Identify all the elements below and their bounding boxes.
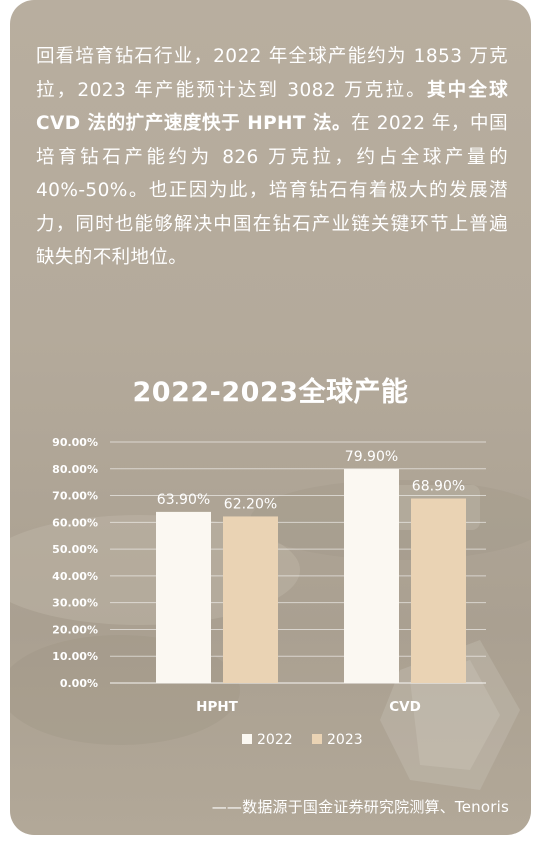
intro-text-2: 在 2022 年，中国培育钻石产能约为 826 万克拉，约占全球产量的 40%-… — [36, 113, 508, 268]
bar-chart: 0.00% 10.00% 20.00% 30.00% 40.00% 50.00% 60.00… — [52, 436, 486, 748]
y-tick-label: 30.00% — [52, 597, 98, 610]
bar-cvd-2023 — [411, 498, 466, 683]
legend-swatch-2023 — [312, 734, 322, 744]
intro-text-1: 回看培育钻石行业，2022 年全球产能约为 1853 万克拉，2023 年产能预… — [36, 46, 508, 101]
content-card: 回看培育钻石行业，2022 年全球产能约为 1853 万克拉，2023 年产能预… — [10, 0, 531, 835]
data-label: 62.20% — [224, 496, 277, 512]
legend-label: 2022 — [257, 732, 293, 748]
legend-swatch-2022 — [242, 734, 252, 744]
data-label: 79.90% — [345, 449, 398, 465]
y-tick-label: 40.00% — [52, 570, 98, 583]
y-tick-label: 20.00% — [52, 623, 98, 636]
y-tick-label: 60.00% — [52, 516, 98, 529]
y-tick-label: 80.00% — [52, 463, 98, 476]
x-category-label: CVD — [389, 699, 421, 715]
y-tick-label: 50.00% — [52, 543, 98, 556]
data-label: 68.90% — [412, 479, 465, 495]
x-category-label: HPHT — [196, 699, 238, 715]
y-tick-label: 70.00% — [52, 490, 98, 503]
data-label: 63.90% — [157, 492, 210, 508]
intro-text-bold: 其中全球 CVD 法的扩产速度快于 HPHT 法。 — [36, 79, 508, 135]
bar-hpht-2023 — [223, 516, 278, 683]
y-tick-label: 90.00% — [52, 436, 98, 449]
bar-hpht-2022 — [156, 511, 211, 683]
y-tick-label: 0.00% — [60, 677, 98, 690]
chart-title: 2022-2023全球产能 — [132, 377, 409, 408]
intro-paragraph: 回看培育钻石行业，2022 年全球产能约为 1853 万克拉，2023 年产能预… — [36, 40, 508, 275]
bar-cvd-2022 — [344, 469, 399, 683]
source-note: ——数据源于国金证券研究院测算、Tenoris — [211, 798, 509, 816]
legend-label: 2023 — [327, 732, 363, 748]
y-tick-label: 10.00% — [52, 650, 98, 663]
